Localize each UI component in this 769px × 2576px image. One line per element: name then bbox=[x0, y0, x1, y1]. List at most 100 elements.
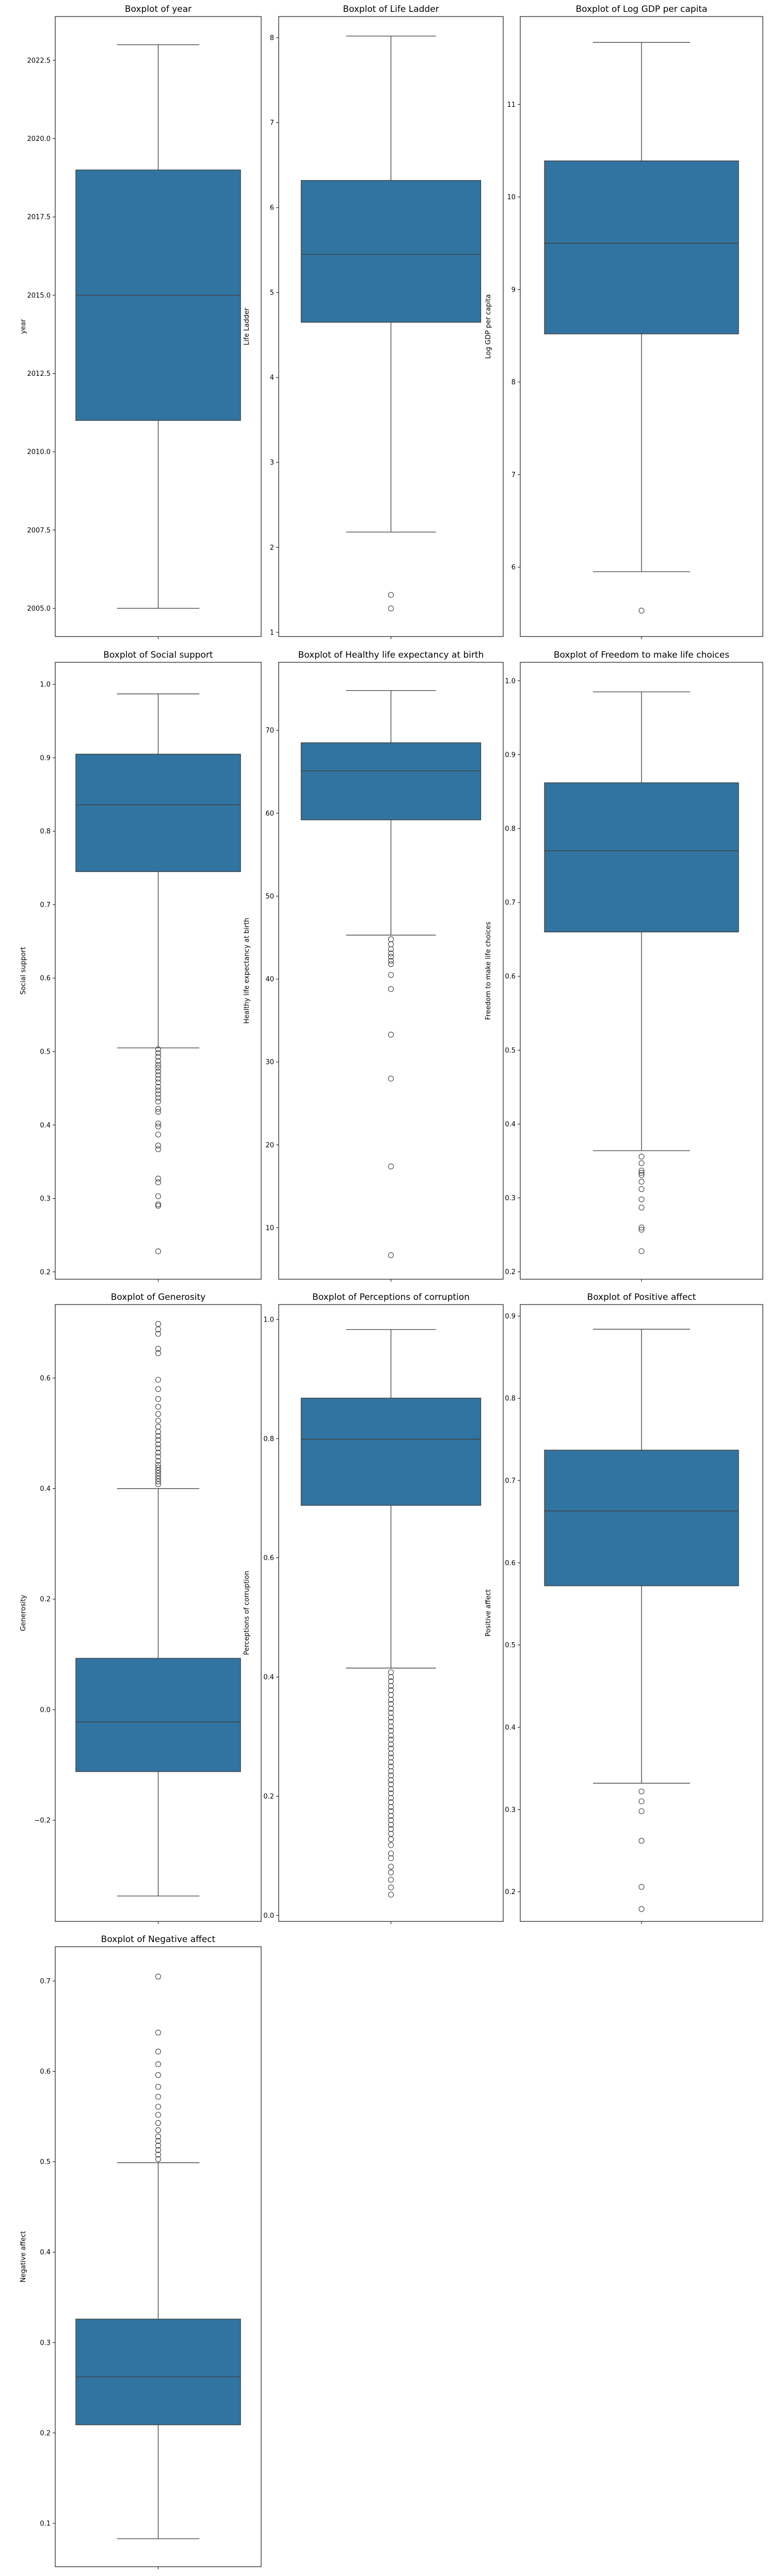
outlier-point bbox=[155, 1331, 162, 1337]
subplot-grid: Boxplot of yearyear2005.02007.52010.0201… bbox=[20, 4, 763, 2569]
y-tick-label: 0.8 bbox=[263, 1435, 274, 1443]
outlier-point bbox=[155, 1076, 162, 1082]
y-tick-label: 10 bbox=[507, 194, 516, 201]
y-tick-label: 0.7 bbox=[505, 1477, 516, 1485]
iqr-box bbox=[300, 180, 482, 323]
y-tick-label: 2015.0 bbox=[27, 292, 51, 299]
y-tick-label: 0.6 bbox=[505, 973, 516, 981]
y-tick-label: 4 bbox=[270, 374, 274, 382]
outlier-point bbox=[638, 1838, 645, 1844]
iqr-box bbox=[300, 742, 482, 820]
outlier-point bbox=[388, 1869, 394, 1875]
y-axis-label: Life Ladder bbox=[243, 308, 251, 345]
y-axis-label: Generosity bbox=[20, 1595, 27, 1631]
outlier-point bbox=[638, 1168, 645, 1174]
y-tick-label: 0.1 bbox=[40, 2520, 51, 2527]
outlier-point bbox=[155, 1046, 162, 1053]
y-tick-label: 60 bbox=[265, 810, 274, 818]
outlier-point bbox=[388, 972, 394, 978]
y-tick-label: 6 bbox=[270, 204, 274, 212]
outlier-point bbox=[638, 1248, 645, 1254]
y-tick-label: 6 bbox=[511, 564, 516, 571]
outlier-point bbox=[388, 1786, 394, 1792]
outlier-point bbox=[388, 1877, 394, 1883]
iqr-box bbox=[75, 2318, 241, 2425]
iqr-box bbox=[544, 160, 739, 335]
outlier-point bbox=[155, 2120, 162, 2126]
y-tick-label: 8 bbox=[511, 379, 516, 387]
y-tick-label: 2 bbox=[270, 544, 274, 552]
chart-title: Boxplot of Healthy life expectancy at bi… bbox=[298, 650, 484, 660]
iqr-box bbox=[300, 1397, 482, 1506]
chart-title: Boxplot of Life Ladder bbox=[343, 4, 439, 14]
outlier-point bbox=[155, 1142, 162, 1149]
y-axis-label: Social support bbox=[20, 947, 27, 995]
outlier-point bbox=[388, 950, 394, 957]
outlier-point bbox=[388, 961, 394, 967]
outlier-point bbox=[155, 2156, 162, 2162]
outlier-point bbox=[638, 1196, 645, 1202]
outlier-point bbox=[155, 1411, 162, 1417]
y-tick-label: 0.6 bbox=[40, 1375, 51, 1382]
y-tick-label: 0.5 bbox=[40, 2158, 51, 2166]
outlier-point bbox=[155, 1193, 162, 1199]
outlier-point bbox=[638, 1153, 645, 1159]
outlier-point bbox=[155, 2029, 162, 2036]
outlier-point bbox=[155, 1465, 162, 1471]
outlier-point bbox=[155, 2072, 162, 2078]
outlier-point bbox=[388, 1826, 394, 1832]
outlier-point bbox=[155, 1084, 162, 1090]
outlier-point bbox=[388, 1795, 394, 1801]
outlier-point bbox=[155, 1424, 162, 1430]
y-tick-label: 0.2 bbox=[505, 1268, 516, 1276]
y-axis-label: Freedom to make life choices bbox=[485, 921, 492, 1020]
outlier-point bbox=[155, 2084, 162, 2090]
y-tick-label: 2005.0 bbox=[27, 605, 51, 613]
outlier-point bbox=[155, 2127, 162, 2133]
outlier-point bbox=[388, 1804, 394, 1810]
outlier-point bbox=[388, 1252, 394, 1258]
y-tick-label: 0.2 bbox=[40, 1268, 51, 1276]
outlier-point bbox=[388, 1727, 394, 1734]
outlier-point bbox=[638, 1788, 645, 1794]
outlier-point bbox=[388, 1674, 394, 1680]
outlier-point bbox=[388, 946, 394, 952]
outlier-point bbox=[388, 986, 394, 992]
chart-title: Boxplot of Negative affect bbox=[101, 1934, 216, 1945]
y-tick-label: 2010.0 bbox=[27, 449, 51, 456]
y-tick-label: 0.9 bbox=[505, 751, 516, 759]
y-tick-label: 0.3 bbox=[40, 1195, 51, 1203]
axes-frame bbox=[55, 16, 262, 637]
y-tick-label: 0.6 bbox=[505, 1560, 516, 1567]
y-tick-label: 0.0 bbox=[263, 1912, 274, 1920]
y-tick-label: 0.4 bbox=[40, 1122, 51, 1130]
outlier-point bbox=[388, 1813, 394, 1819]
axes-frame bbox=[278, 1304, 504, 1922]
outlier-point bbox=[155, 1475, 162, 1482]
iqr-box bbox=[75, 1658, 241, 1772]
y-tick-label: 1 bbox=[270, 629, 274, 637]
y-tick-label: 1.0 bbox=[505, 677, 516, 685]
axes-frame bbox=[520, 1304, 763, 1922]
outlier-point bbox=[155, 1079, 162, 1086]
outlier-point bbox=[388, 958, 394, 964]
outlier-point bbox=[388, 1763, 394, 1770]
outlier-point bbox=[155, 1445, 162, 1451]
y-tick-label: 70 bbox=[265, 727, 274, 735]
y-tick-label: 0.2 bbox=[505, 1888, 516, 1896]
outlier-point bbox=[388, 1075, 394, 1082]
outlier-point bbox=[388, 1031, 394, 1038]
y-tick-label: 2007.5 bbox=[27, 527, 51, 534]
y-tick-label: −0.2 bbox=[34, 1817, 51, 1825]
outlier-point bbox=[155, 1437, 162, 1443]
outlier-point bbox=[388, 1836, 394, 1842]
outlier-point bbox=[388, 1719, 394, 1725]
outlier-point bbox=[155, 1461, 162, 1468]
outlier-point bbox=[388, 1850, 394, 1856]
y-tick-label: 40 bbox=[265, 976, 274, 983]
y-tick-label: 3 bbox=[270, 459, 274, 467]
subplot-6: Boxplot of Freedom to make life choices F… bbox=[485, 650, 763, 1282]
outlier-point bbox=[155, 1441, 162, 1448]
y-tick-label: 0.6 bbox=[263, 1554, 274, 1562]
